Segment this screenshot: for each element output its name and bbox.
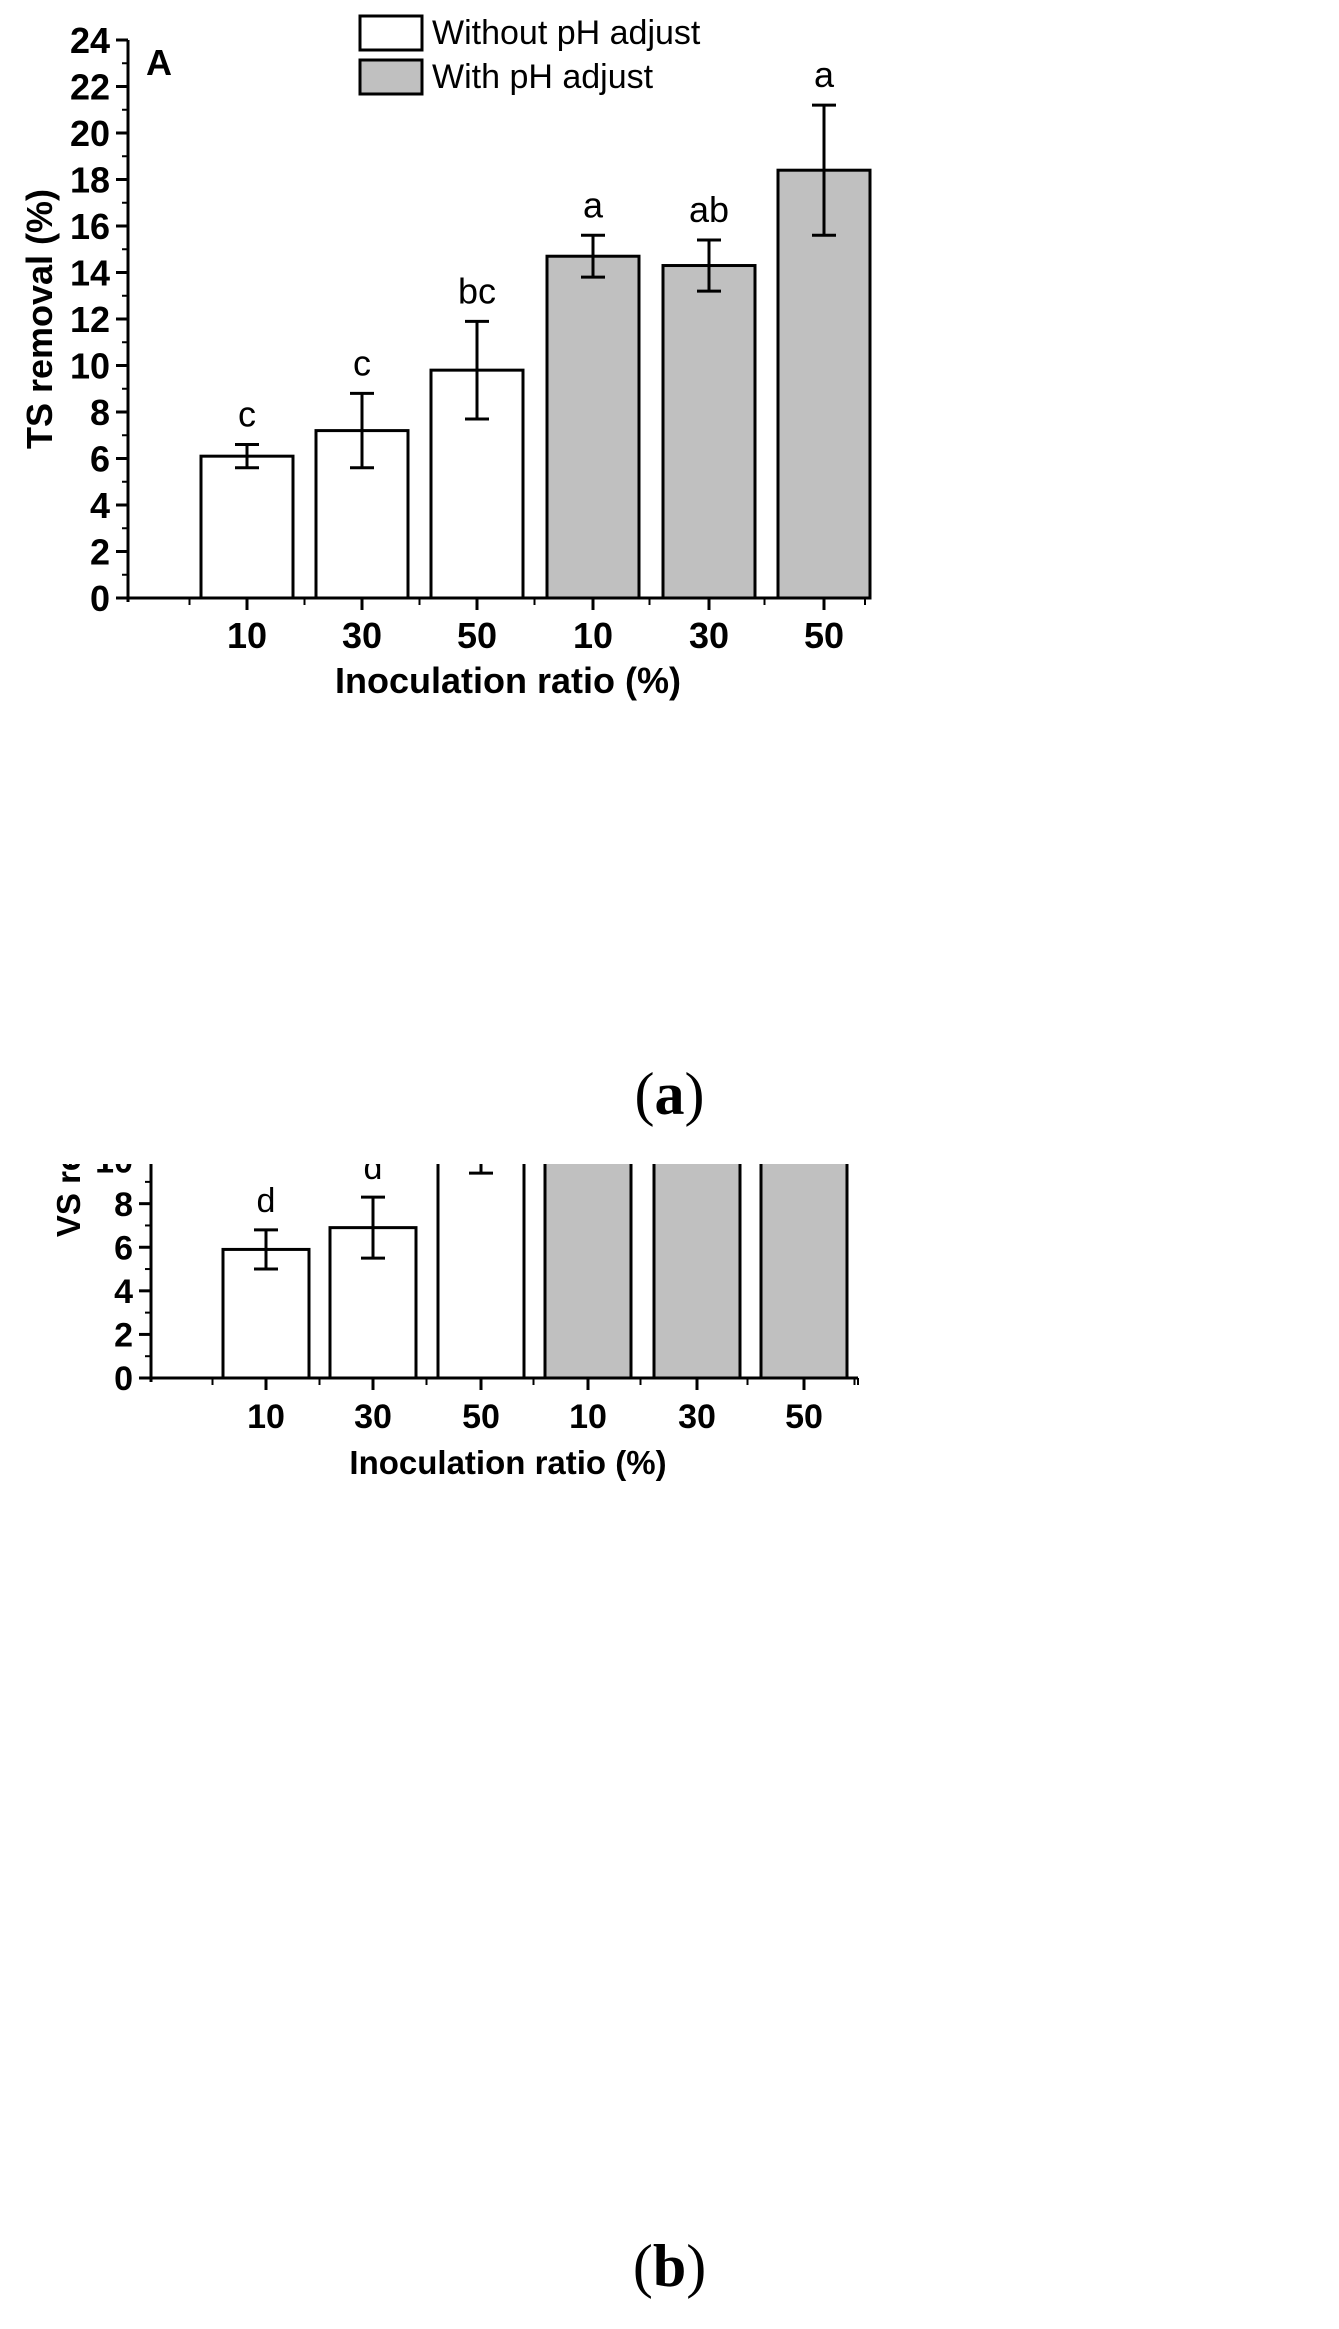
y-tick-label: 4: [114, 1273, 133, 1311]
y-tick-label: 16: [70, 206, 110, 247]
y-axis-title: TS removal (%): [19, 189, 60, 449]
bar-with-50: [776, 168, 872, 600]
vs-removal-chart: 024681012141618202224d10d30c50b10b30a50V…: [50, 1164, 859, 1481]
y-tick-label: 0: [114, 1360, 133, 1398]
x-axis-title: Inoculation ratio (%): [349, 1444, 666, 1481]
caption-b: (b): [632, 2233, 707, 2299]
significance-letter: a: [814, 54, 835, 95]
significance-letter: ab: [689, 189, 729, 230]
chart-panel-a: 0 2 4 6 8 10 12 14 16 18 20 22 24 c 10 c 30 bc 50 a 10 ab 30 a 5…: [0, 0, 1339, 1164]
x-tick-label: 50: [785, 1398, 823, 1436]
y-tick-label: 14: [70, 252, 110, 293]
y-tick-label: 8: [114, 1186, 133, 1224]
legend-swatch-with: [358, 58, 424, 96]
y-tick-label: 12: [70, 299, 110, 340]
bar-with-10: [545, 254, 641, 600]
bar-without-10: [221, 1247, 311, 1380]
bar-with-30: [661, 264, 757, 600]
significance-letter: c: [353, 342, 371, 383]
x-tick-label: 50: [804, 615, 844, 656]
x-tick-label: 30: [689, 615, 729, 656]
bar-without-10: [199, 454, 295, 600]
y-tick-label: 20: [70, 113, 110, 154]
x-tick-label: 30: [342, 615, 382, 656]
chart-panel-b: 024681012141618202224d10d30c50b10b30a50V…: [0, 1164, 1339, 2329]
x-tick-label: 50: [457, 615, 497, 656]
x-axis-title: Inoculation ratio (%): [335, 660, 681, 701]
panel-letter: A: [146, 42, 172, 83]
significance-letter: a: [583, 184, 604, 225]
caption-a: (a): [634, 1061, 705, 1127]
legend-swatch-without: [358, 14, 424, 52]
x-tick-label: 30: [678, 1398, 716, 1436]
significance-letter: bc: [458, 270, 496, 311]
x-tick-label: 50: [462, 1398, 500, 1436]
x-tick-label: 10: [569, 1398, 607, 1436]
legend-label: Without pH adjust: [432, 14, 701, 52]
significance-letter: c: [238, 394, 256, 435]
y-tick-label: 24: [70, 20, 110, 61]
x-tick-label: 10: [227, 615, 267, 656]
y-tick-label: 6: [114, 1229, 133, 1267]
y-tick-label: 6: [90, 438, 110, 479]
bar-without-50: [436, 1164, 526, 1380]
x-tick-label: 10: [573, 615, 613, 656]
ts-removal-chart: 024681012141618202224c10c30bc50a10ab30a5…: [19, 14, 872, 701]
x-tick-label: 30: [354, 1398, 392, 1436]
significance-letter: d: [364, 1164, 383, 1187]
bar-with-10: [543, 1164, 633, 1380]
y-tick-label: 10: [70, 345, 110, 386]
y-tick-label: 22: [70, 66, 110, 107]
y-tick-label: 10: [95, 1164, 133, 1180]
y-tick-label: 8: [90, 392, 110, 433]
bar-with-30: [652, 1164, 742, 1380]
bar-with-50: [759, 1164, 849, 1380]
legend-label: With pH adjust: [432, 58, 654, 96]
y-tick-label: 4: [90, 485, 110, 526]
y-tick-label: 0: [90, 578, 110, 619]
y-tick-label: 2: [114, 1317, 133, 1355]
x-tick-label: 10: [247, 1398, 285, 1436]
y-axis-title: VS removal (%): [50, 1164, 87, 1237]
significance-letter: d: [257, 1182, 276, 1220]
y-tick-label: 2: [90, 531, 110, 572]
y-tick-label: 18: [70, 159, 110, 200]
